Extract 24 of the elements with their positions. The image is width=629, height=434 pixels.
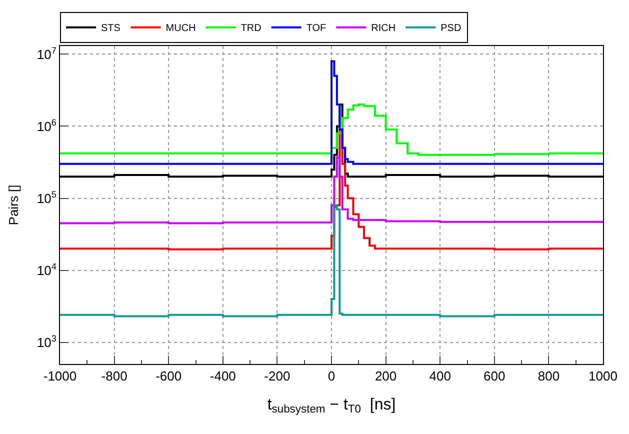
legend-label: PSD — [440, 23, 462, 34]
x-tick-label: -400 — [210, 368, 236, 384]
legend-label: RICH — [371, 23, 396, 34]
x-tick-label: 600 — [484, 368, 506, 384]
x-tick-label: -600 — [156, 368, 182, 384]
y-tick-label: 10$^{6}$ — [36, 117, 56, 134]
y-tick-label: 10$^{7}$ — [36, 45, 56, 62]
x-tick-label: 200 — [374, 368, 397, 384]
legend-label: TOF — [306, 23, 326, 34]
y-tick-label: 10$^{5}$ — [36, 189, 56, 206]
x-tick-label: 0 — [328, 368, 336, 384]
x-axis-title: t$_{subsystem}$ − t$_{T0}$ [ns] — [267, 396, 396, 416]
x-tick-label: -1000 — [43, 368, 77, 384]
legend-label: STS — [101, 23, 121, 34]
y-axis-title: Pairs [] — [6, 184, 21, 226]
x-tick-label: -200 — [264, 368, 290, 384]
y-tick-label: 10$^{3}$ — [36, 333, 56, 350]
y-tick-label: 10$^{4}$ — [36, 261, 56, 278]
x-tick-label: 400 — [429, 368, 451, 384]
legend-label: TRD — [240, 23, 262, 34]
legend-label: MUCH — [166, 23, 196, 34]
x-tick-label: -800 — [101, 368, 128, 384]
x-tick-label: 1000 — [588, 368, 618, 384]
x-tick-label: 800 — [538, 368, 560, 384]
